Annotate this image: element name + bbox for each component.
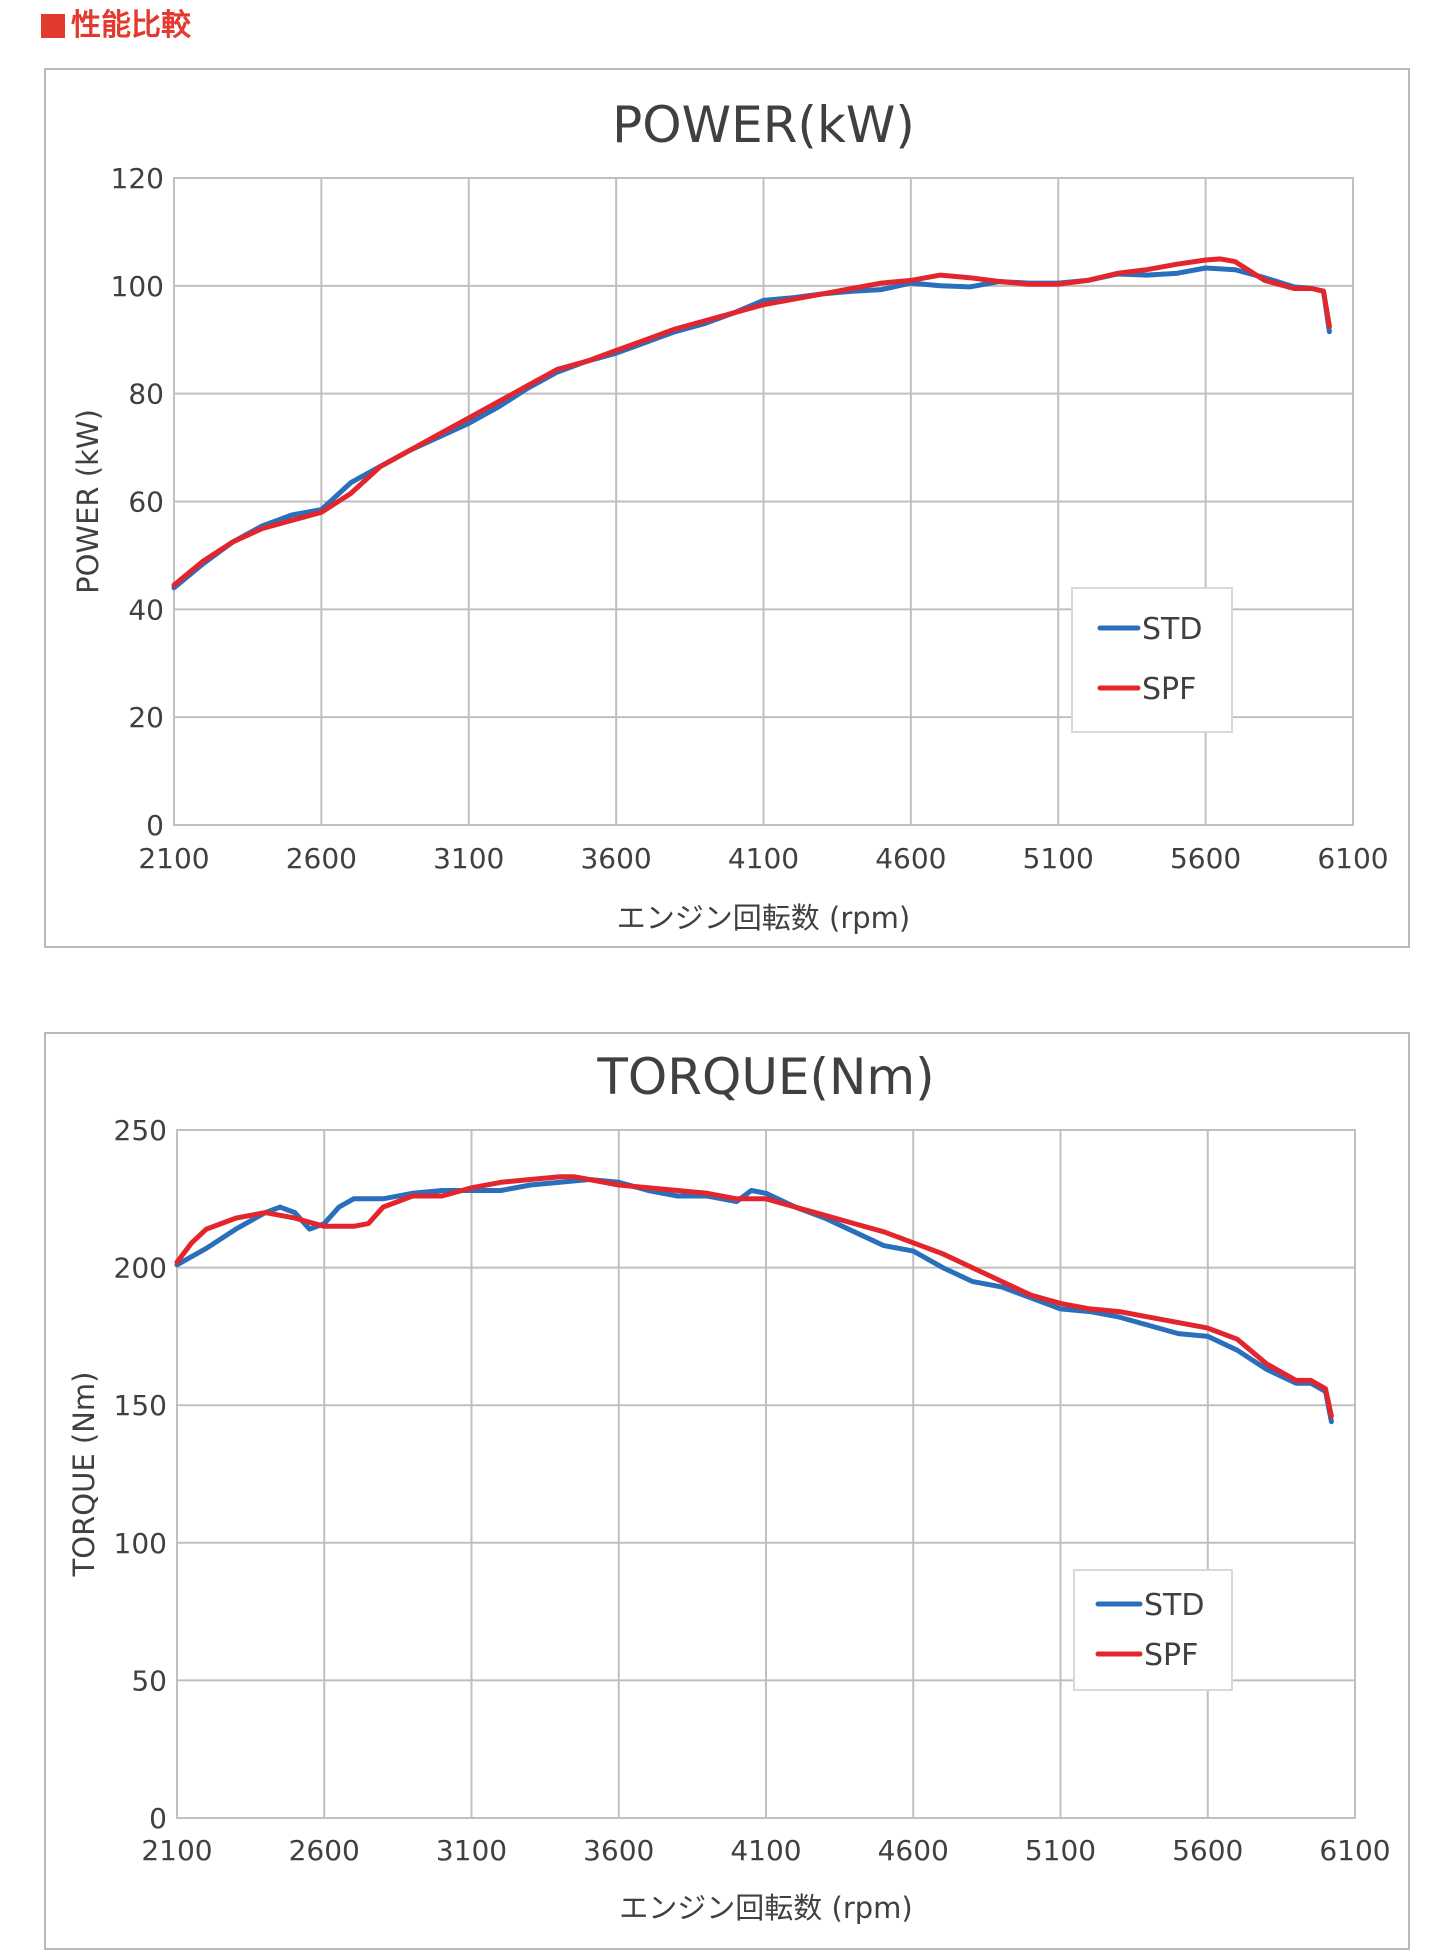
heading-square-icon	[41, 14, 65, 38]
torque-legend-label-std: STD	[1144, 1588, 1204, 1623]
section-heading: 性能比較	[41, 4, 191, 48]
torque-x-tick-label: 4600	[878, 1834, 949, 1867]
power-legend-label-spf: SPF	[1142, 672, 1196, 707]
power-x-tick-label: 5600	[1170, 842, 1241, 875]
power-y-axis-label: POWER (kW)	[71, 409, 105, 594]
power-y-tick-label: 100	[111, 270, 164, 303]
torque-y-tick-label: 200	[114, 1252, 167, 1285]
power-y-tick-label: 120	[111, 162, 164, 195]
power-x-tick-label: 2600	[286, 842, 357, 875]
torque-x-tick-label: 5600	[1172, 1834, 1243, 1867]
power-series-spf-line	[171, 256, 1332, 588]
torque-chart: TORQUE(Nm) 2100 2600 3100 3600 4100 4600 5100 56…	[67, 1048, 1391, 1925]
torque-series-spf-line	[174, 1174, 1334, 1419]
power-y-tick-label: 20	[128, 701, 164, 734]
power-legend-box	[1071, 587, 1233, 733]
power-y-tick-label: 40	[128, 593, 164, 626]
torque-y-tick-label: 50	[131, 1664, 167, 1697]
power-x-tick-label: 3100	[433, 842, 504, 875]
power-chart: POWER(kW) 2100 2600 3100 3600 4100 4600 5100 560…	[71, 96, 1389, 935]
torque-x-axis-label: エンジン回転数 (rpm)	[619, 1891, 912, 1925]
power-x-tick-label: 5100	[1023, 842, 1094, 875]
torque-x-tick-label: 3100	[436, 1834, 507, 1867]
power-x-tick-label: 3600	[580, 842, 651, 875]
power-chart-panel: POWER(kW) 2100 2600 3100 3600 4100 4600 5100 560…	[44, 68, 1410, 948]
torque-x-tick-label: 4100	[730, 1834, 801, 1867]
torque-chart-panel: TORQUE(Nm) 2100 2600 3100 3600 4100 4600 5100 56…	[44, 1032, 1410, 1950]
torque-y-tick-label: 150	[114, 1389, 167, 1422]
power-x-tick-label: 6100	[1317, 842, 1388, 875]
power-x-tick-label: 4600	[875, 842, 946, 875]
power-x-tick-label: 4100	[728, 842, 799, 875]
power-y-tick-label: 0	[146, 809, 164, 842]
section-heading-label: 性能比較	[71, 8, 191, 43]
torque-x-tick-label: 3600	[583, 1834, 654, 1867]
power-x-axis-label: エンジン回転数 (rpm)	[617, 901, 910, 935]
power-chart-title: POWER(kW)	[612, 96, 915, 154]
torque-y-tick-label: 100	[114, 1527, 167, 1560]
torque-series-std-line	[174, 1177, 1334, 1425]
torque-y-tick-label: 250	[114, 1114, 167, 1147]
torque-y-axis-label: TORQUE (Nm)	[67, 1372, 101, 1578]
power-x-tick-label: 2100	[138, 842, 209, 875]
torque-x-tick-label: 6100	[1319, 1834, 1390, 1867]
power-series-std-line	[171, 265, 1332, 591]
torque-chart-title: TORQUE(Nm)	[596, 1048, 934, 1106]
power-y-tick-label: 60	[128, 486, 164, 519]
torque-y-tick-label: 0	[149, 1802, 167, 1835]
torque-x-tick-label: 2600	[289, 1834, 360, 1867]
power-y-tick-label: 80	[128, 378, 164, 411]
torque-x-tick-label: 5100	[1025, 1834, 1096, 1867]
torque-x-tick-label: 2100	[141, 1834, 212, 1867]
power-legend-label-std: STD	[1142, 612, 1202, 647]
torque-legend-box	[1073, 1569, 1233, 1691]
torque-legend-label-spf: SPF	[1144, 1638, 1198, 1673]
